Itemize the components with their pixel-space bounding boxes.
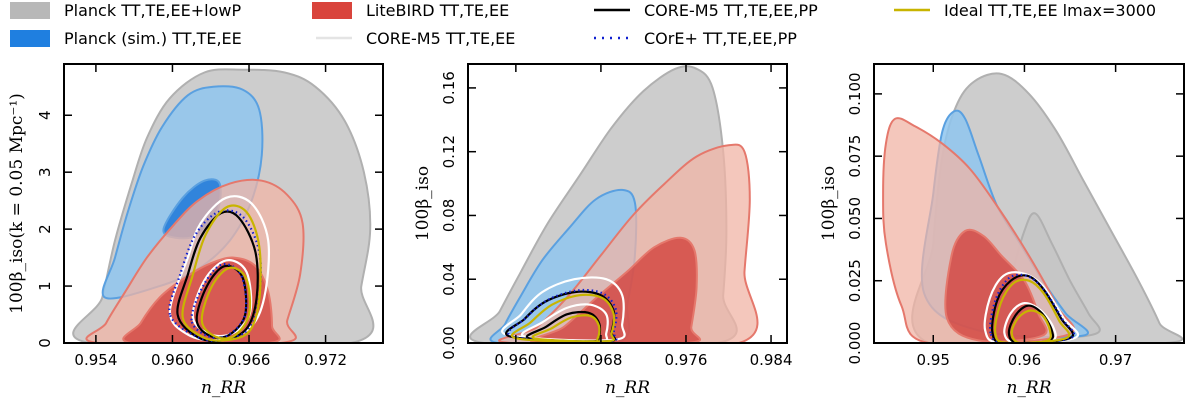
axes-frame — [63, 63, 384, 344]
y-tick-label: 0 — [36, 338, 54, 348]
legend: Planck TT,TE,EE+lowP Planck (sim.) TT,TE,… — [10, 1, 1156, 48]
plot-area — [72, 68, 375, 343]
series-ideal — [510, 293, 616, 343]
legend-entry: LiteBIRD TT,TE,EE — [312, 1, 509, 20]
x-tick-label: 0.96 — [1008, 351, 1041, 369]
x-tick-label: 0.966 — [228, 351, 271, 369]
contour-68 — [195, 264, 248, 339]
series-ideal — [181, 204, 262, 342]
axes-frame — [873, 63, 1185, 344]
legend-label: Ideal TT,TE,EE lmax=3000 — [944, 1, 1156, 20]
axes-frame — [467, 63, 788, 344]
x-tick-label: 0.968 — [579, 351, 622, 369]
legend-entry: Planck TT,TE,EE+lowP — [10, 1, 241, 20]
x-tick-label: 0.954 — [74, 351, 117, 369]
y-tick-label: 0.12 — [440, 135, 458, 168]
legend-entry: Ideal TT,TE,EE lmax=3000 — [894, 1, 1156, 20]
x-tick-label: 0.976 — [665, 351, 708, 369]
series-core-plus — [989, 273, 1076, 343]
y-axis-label: 100β_iso(k = 0.05 Mpc⁻¹) — [7, 93, 27, 314]
legend-label: CORE-M5 TT,TE,EE — [366, 29, 515, 48]
x-tick-label: 0.972 — [304, 351, 347, 369]
x-tick-label: 0.960 — [151, 351, 194, 369]
y-axis-label: 100β_iso — [413, 166, 433, 241]
y-tick-label: 0.08 — [440, 199, 458, 232]
contour-95 — [510, 293, 616, 343]
plot-area — [469, 65, 759, 343]
y-tick-label: 0.025 — [846, 259, 864, 302]
y-tick-label: 0.00 — [440, 326, 458, 359]
contour-68 — [190, 262, 248, 340]
y-tick-label: 3 — [36, 167, 54, 177]
x-axis-label: n_RR — [605, 378, 650, 398]
series-litebird — [498, 143, 759, 343]
series-core-m5 — [983, 271, 1080, 343]
y-tick-label: 0.04 — [440, 263, 458, 296]
contour-68 — [531, 314, 601, 343]
legend-entry: COrE+ TT,TE,EE,PP — [594, 29, 797, 48]
legend-swatch — [10, 30, 50, 47]
y-tick-label: 4 — [36, 110, 54, 120]
panel-2: 0.960 0.968 0.976 0.984 0.00 0.04 0.08 0.12 0.16… — [413, 63, 793, 398]
contour-95 — [983, 271, 1080, 343]
legend-entry: CORE-M5 TT,TE,EE,PP — [594, 1, 818, 20]
contour-68 — [200, 266, 252, 340]
contour-68 — [1010, 309, 1052, 343]
y-tick-label: 0.100 — [846, 72, 864, 115]
legend-swatch — [312, 2, 352, 19]
legend-label: CORE-M5 TT,TE,EE,PP — [644, 1, 818, 20]
legend-label: Planck (sim.) TT,TE,EE — [64, 29, 242, 48]
y-tick-label: 0.000 — [846, 322, 864, 365]
contour-68 — [529, 236, 702, 343]
contour-95 — [991, 274, 1075, 343]
y-tick-label: 0.075 — [846, 135, 864, 178]
legend-label: Planck TT,TE,EE+lowP — [64, 1, 241, 20]
x-tick-label: 0.984 — [750, 351, 793, 369]
panel-1: 0.954 0.960 0.966 0.972 0 1 2 3 4 n_RR 100β_iso(k … — [7, 63, 384, 398]
x-tick-label: 0.960 — [494, 351, 537, 369]
legend-entry: Planck (sim.) TT,TE,EE — [10, 29, 242, 48]
contour-95 — [181, 204, 262, 342]
y-tick-label: 0.050 — [846, 197, 864, 240]
y-axis-label: 100β_iso — [819, 166, 839, 241]
contour-95 — [989, 273, 1076, 343]
x-axis-label: n_RR — [1006, 378, 1051, 398]
x-axis-label: n_RR — [201, 378, 246, 398]
plot-area — [882, 72, 1184, 343]
y-tick-label: 2 — [36, 224, 54, 234]
legend-label: COrE+ TT,TE,EE,PP — [644, 29, 797, 48]
y-tick-label: 1 — [36, 281, 54, 291]
panel-3: 0.95 0.96 0.97 0.000 0.025 0.050 0.075 0.100 n_R… — [819, 63, 1185, 398]
x-tick-label: 0.97 — [1099, 351, 1132, 369]
x-tick-label: 0.95 — [917, 351, 950, 369]
y-tick-label: 0.16 — [440, 71, 458, 104]
legend-swatch — [10, 2, 50, 19]
legend-label: LiteBIRD TT,TE,EE — [366, 1, 509, 20]
contour-68 — [1003, 301, 1057, 343]
legend-entry: CORE-M5 TT,TE,EE — [316, 29, 515, 48]
